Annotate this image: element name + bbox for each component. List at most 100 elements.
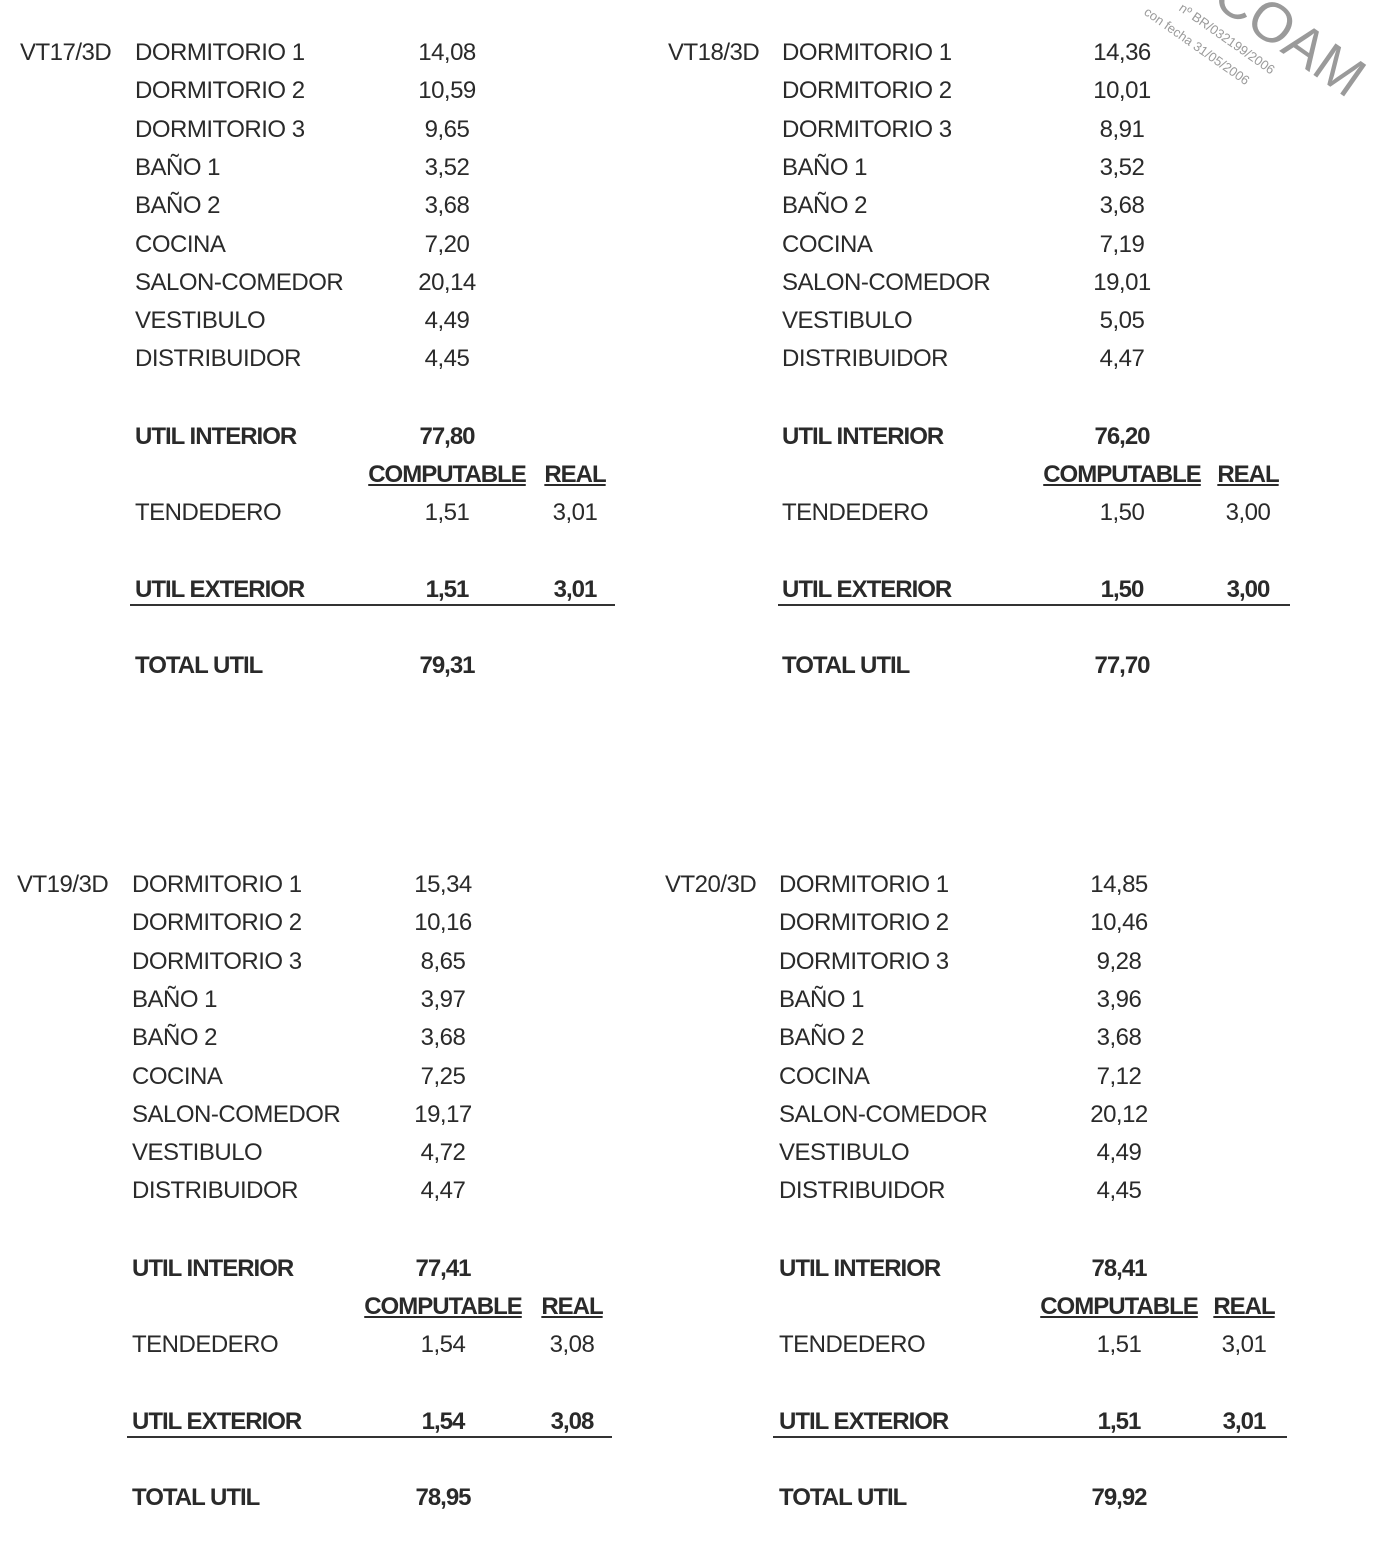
tendedero-label: TENDEDERO	[132, 1331, 279, 1358]
tendedero-real: 3,01	[1221, 1331, 1267, 1358]
room-name: BAÑO 2	[779, 1024, 865, 1052]
room-area: 20,14	[418, 268, 476, 296]
room-name: DORMITORIO 3	[782, 115, 952, 143]
room-name: BAÑO 2	[132, 1024, 218, 1052]
total-label: TOTAL UTIL	[782, 652, 910, 679]
room-name: DORMITORIO 3	[135, 115, 305, 143]
room-name: DORMITORIO 3	[132, 947, 302, 975]
room-area: 7,19	[1099, 230, 1145, 258]
room-name: DORMITORIO 1	[782, 39, 952, 66]
room-area: 3,52	[1099, 153, 1145, 181]
room-area: 9,65	[424, 115, 470, 143]
unit-code: VT19/3D	[17, 871, 109, 898]
unit-code: VT18/3D	[668, 39, 760, 66]
room-area: 4,49	[1096, 1139, 1142, 1167]
room-name: VESTIBULO	[779, 1139, 910, 1167]
room-area: 5,05	[1099, 307, 1145, 335]
room-area: 10,46	[1090, 909, 1148, 937]
room-name: DISTRIBUIDOR	[132, 1177, 299, 1205]
tendedero-computable: 1,51	[1096, 1331, 1142, 1358]
room-area: 7,20	[424, 230, 470, 258]
room-area: 8,91	[1099, 115, 1145, 143]
rule	[773, 1436, 1287, 1438]
total-value: 79,31	[419, 652, 475, 679]
room-name: SALON-COMEDOR	[135, 268, 344, 296]
room-name: VESTIBULO	[132, 1139, 263, 1167]
tendedero-label: TENDEDERO	[782, 499, 929, 526]
tendedero-computable: 1,50	[1099, 499, 1145, 526]
room-area: 3,52	[424, 153, 470, 181]
room-name: DISTRIBUIDOR	[782, 345, 949, 373]
room-name: DORMITORIO 2	[132, 909, 302, 937]
unit-code: VT20/3D	[665, 871, 757, 898]
room-name: DORMITORIO 3	[779, 947, 949, 975]
interior-value: 76,20	[1094, 423, 1150, 450]
room-area: 4,49	[424, 307, 470, 335]
tendedero-label: TENDEDERO	[135, 499, 282, 526]
room-name: COCINA	[782, 230, 873, 258]
interior-label: UTIL INTERIOR	[135, 423, 297, 450]
room-name: COCINA	[132, 1062, 223, 1090]
rule	[127, 1436, 612, 1438]
room-name: SALON-COMEDOR	[782, 268, 991, 296]
room-name: DORMITORIO 2	[779, 909, 949, 937]
room-name: DISTRIBUIDOR	[135, 345, 302, 373]
room-name: BAÑO 1	[132, 985, 218, 1013]
interior-label: UTIL INTERIOR	[779, 1255, 941, 1282]
room-name: BAÑO 2	[782, 192, 868, 220]
room-name: BAÑO 1	[135, 153, 221, 181]
exterior-computable: 1,51	[425, 576, 470, 603]
interior-value: 77,41	[415, 1255, 471, 1282]
room-name: DORMITORIO 1	[135, 39, 305, 66]
room-area: 10,16	[414, 909, 472, 937]
header-computable: COMPUTABLE	[368, 461, 527, 488]
room-area: 7,12	[1096, 1062, 1142, 1090]
room-area: 10,01	[1093, 77, 1151, 105]
room-area: 3,68	[420, 1024, 466, 1052]
tendedero-real: 3,08	[549, 1331, 595, 1358]
tendedero-label: TENDEDERO	[779, 1331, 926, 1358]
room-name: DISTRIBUIDOR	[779, 1177, 946, 1205]
room-name: DORMITORIO 1	[132, 871, 302, 898]
tendedero-real: 3,00	[1225, 499, 1271, 526]
room-name: SALON-COMEDOR	[132, 1100, 341, 1128]
exterior-real: 3,01	[553, 576, 598, 603]
header-real: REAL	[544, 461, 606, 488]
room-area: 4,47	[420, 1177, 466, 1205]
header-computable: COMPUTABLE	[1040, 1293, 1199, 1320]
total-value: 78,95	[415, 1484, 471, 1511]
tendedero-real: 3,01	[552, 499, 598, 526]
header-real: REAL	[1217, 461, 1279, 488]
exterior-label: UTIL EXTERIOR	[132, 1408, 302, 1435]
room-area: 19,01	[1093, 268, 1151, 296]
total-value: 77,70	[1094, 652, 1150, 679]
room-name: VESTIBULO	[135, 307, 266, 335]
room-area: 15,34	[414, 871, 472, 898]
room-name: BAÑO 1	[779, 985, 865, 1013]
room-area: 20,12	[1090, 1100, 1148, 1128]
rule	[778, 604, 1290, 606]
room-name: DORMITORIO 1	[779, 871, 949, 898]
interior-value: 78,41	[1091, 1255, 1147, 1282]
room-area: 3,68	[1099, 192, 1145, 220]
room-area: 14,36	[1093, 39, 1151, 66]
room-name: DORMITORIO 2	[135, 77, 305, 105]
rule	[130, 604, 615, 606]
room-area: 19,17	[414, 1100, 472, 1128]
room-name: VESTIBULO	[782, 307, 913, 335]
total-label: TOTAL UTIL	[132, 1484, 260, 1511]
room-area: 3,97	[420, 985, 466, 1013]
room-area: 3,96	[1096, 985, 1142, 1013]
header-computable: COMPUTABLE	[1043, 461, 1202, 488]
interior-label: UTIL INTERIOR	[132, 1255, 294, 1282]
exterior-label: UTIL EXTERIOR	[135, 576, 305, 603]
room-area: 4,47	[1099, 345, 1145, 373]
exterior-computable: 1,54	[421, 1408, 466, 1435]
room-area: 9,28	[1096, 947, 1142, 975]
exterior-real: 3,00	[1226, 576, 1271, 603]
room-area: 7,25	[420, 1062, 466, 1090]
room-area: 4,45	[424, 345, 470, 373]
room-area: 14,85	[1090, 871, 1148, 898]
total-label: TOTAL UTIL	[779, 1484, 907, 1511]
